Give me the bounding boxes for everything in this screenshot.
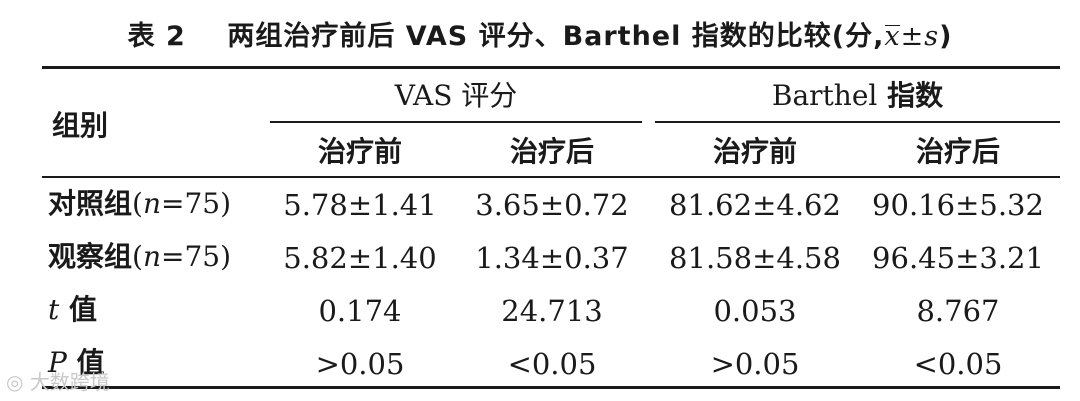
table-row-label: 对照组(n=75)	[48, 187, 232, 220]
table-cell: 90.16±5.32	[872, 188, 1044, 222]
watermark: ◎ 大数跨境	[6, 370, 110, 394]
table-cell: <0.05	[913, 347, 1003, 381]
subheader-vas-before: 治疗前	[317, 135, 402, 168]
table-cell: 24.713	[501, 294, 603, 328]
table-cell: 1.34±0.37	[475, 241, 629, 275]
table-row-label: t 值	[48, 293, 98, 326]
watermark-logo-icon: ◎	[6, 370, 24, 394]
table-cell: 81.58±4.58	[669, 241, 841, 275]
subheader-vas-after: 治疗后	[509, 135, 594, 168]
subheader-barthel-before: 治疗前	[712, 135, 797, 168]
table-cell: >0.05	[710, 347, 800, 381]
caption-close: )	[939, 21, 953, 52]
table-cell: 81.62±4.62	[669, 188, 841, 222]
table-cell: 5.82±1.40	[283, 241, 437, 275]
caption-sd-symbol: ±s	[900, 21, 940, 52]
table-row-label: 观察组(n=75)	[48, 240, 232, 273]
caption-mean-symbol: x	[884, 21, 901, 52]
header-barthel: Barthel 指数	[771, 79, 944, 112]
table-row-label: P 值	[48, 346, 105, 379]
table-caption: 表 2 两组治疗前后 VAS 评分、Barthel 指数的比较(分,x±s)	[0, 14, 1080, 53]
caption-label: 表 2	[127, 21, 186, 52]
bottom-rule	[42, 386, 1060, 389]
top-rule	[42, 66, 1060, 69]
table-cell: 5.78±1.41	[283, 188, 437, 222]
header-rule	[42, 176, 1060, 178]
table-cell: 0.174	[318, 294, 402, 328]
table-cell: >0.05	[315, 347, 405, 381]
table-cell: 8.767	[916, 294, 1000, 328]
header-vas: VAS 评分	[394, 79, 518, 112]
table-cell: <0.05	[507, 347, 597, 381]
subheader-barthel-after: 治疗后	[915, 135, 1000, 168]
table-cell: 3.65±0.72	[475, 188, 629, 222]
vas-group-rule	[270, 121, 642, 123]
table-cell: 96.45±3.21	[872, 241, 1044, 275]
table-cell: 0.053	[713, 294, 797, 328]
header-group-label: 组别	[52, 109, 109, 142]
caption-title: 两组治疗前后 VAS 评分、Barthel 指数的比较(分,	[227, 21, 885, 52]
barthel-group-rule	[655, 121, 1060, 123]
